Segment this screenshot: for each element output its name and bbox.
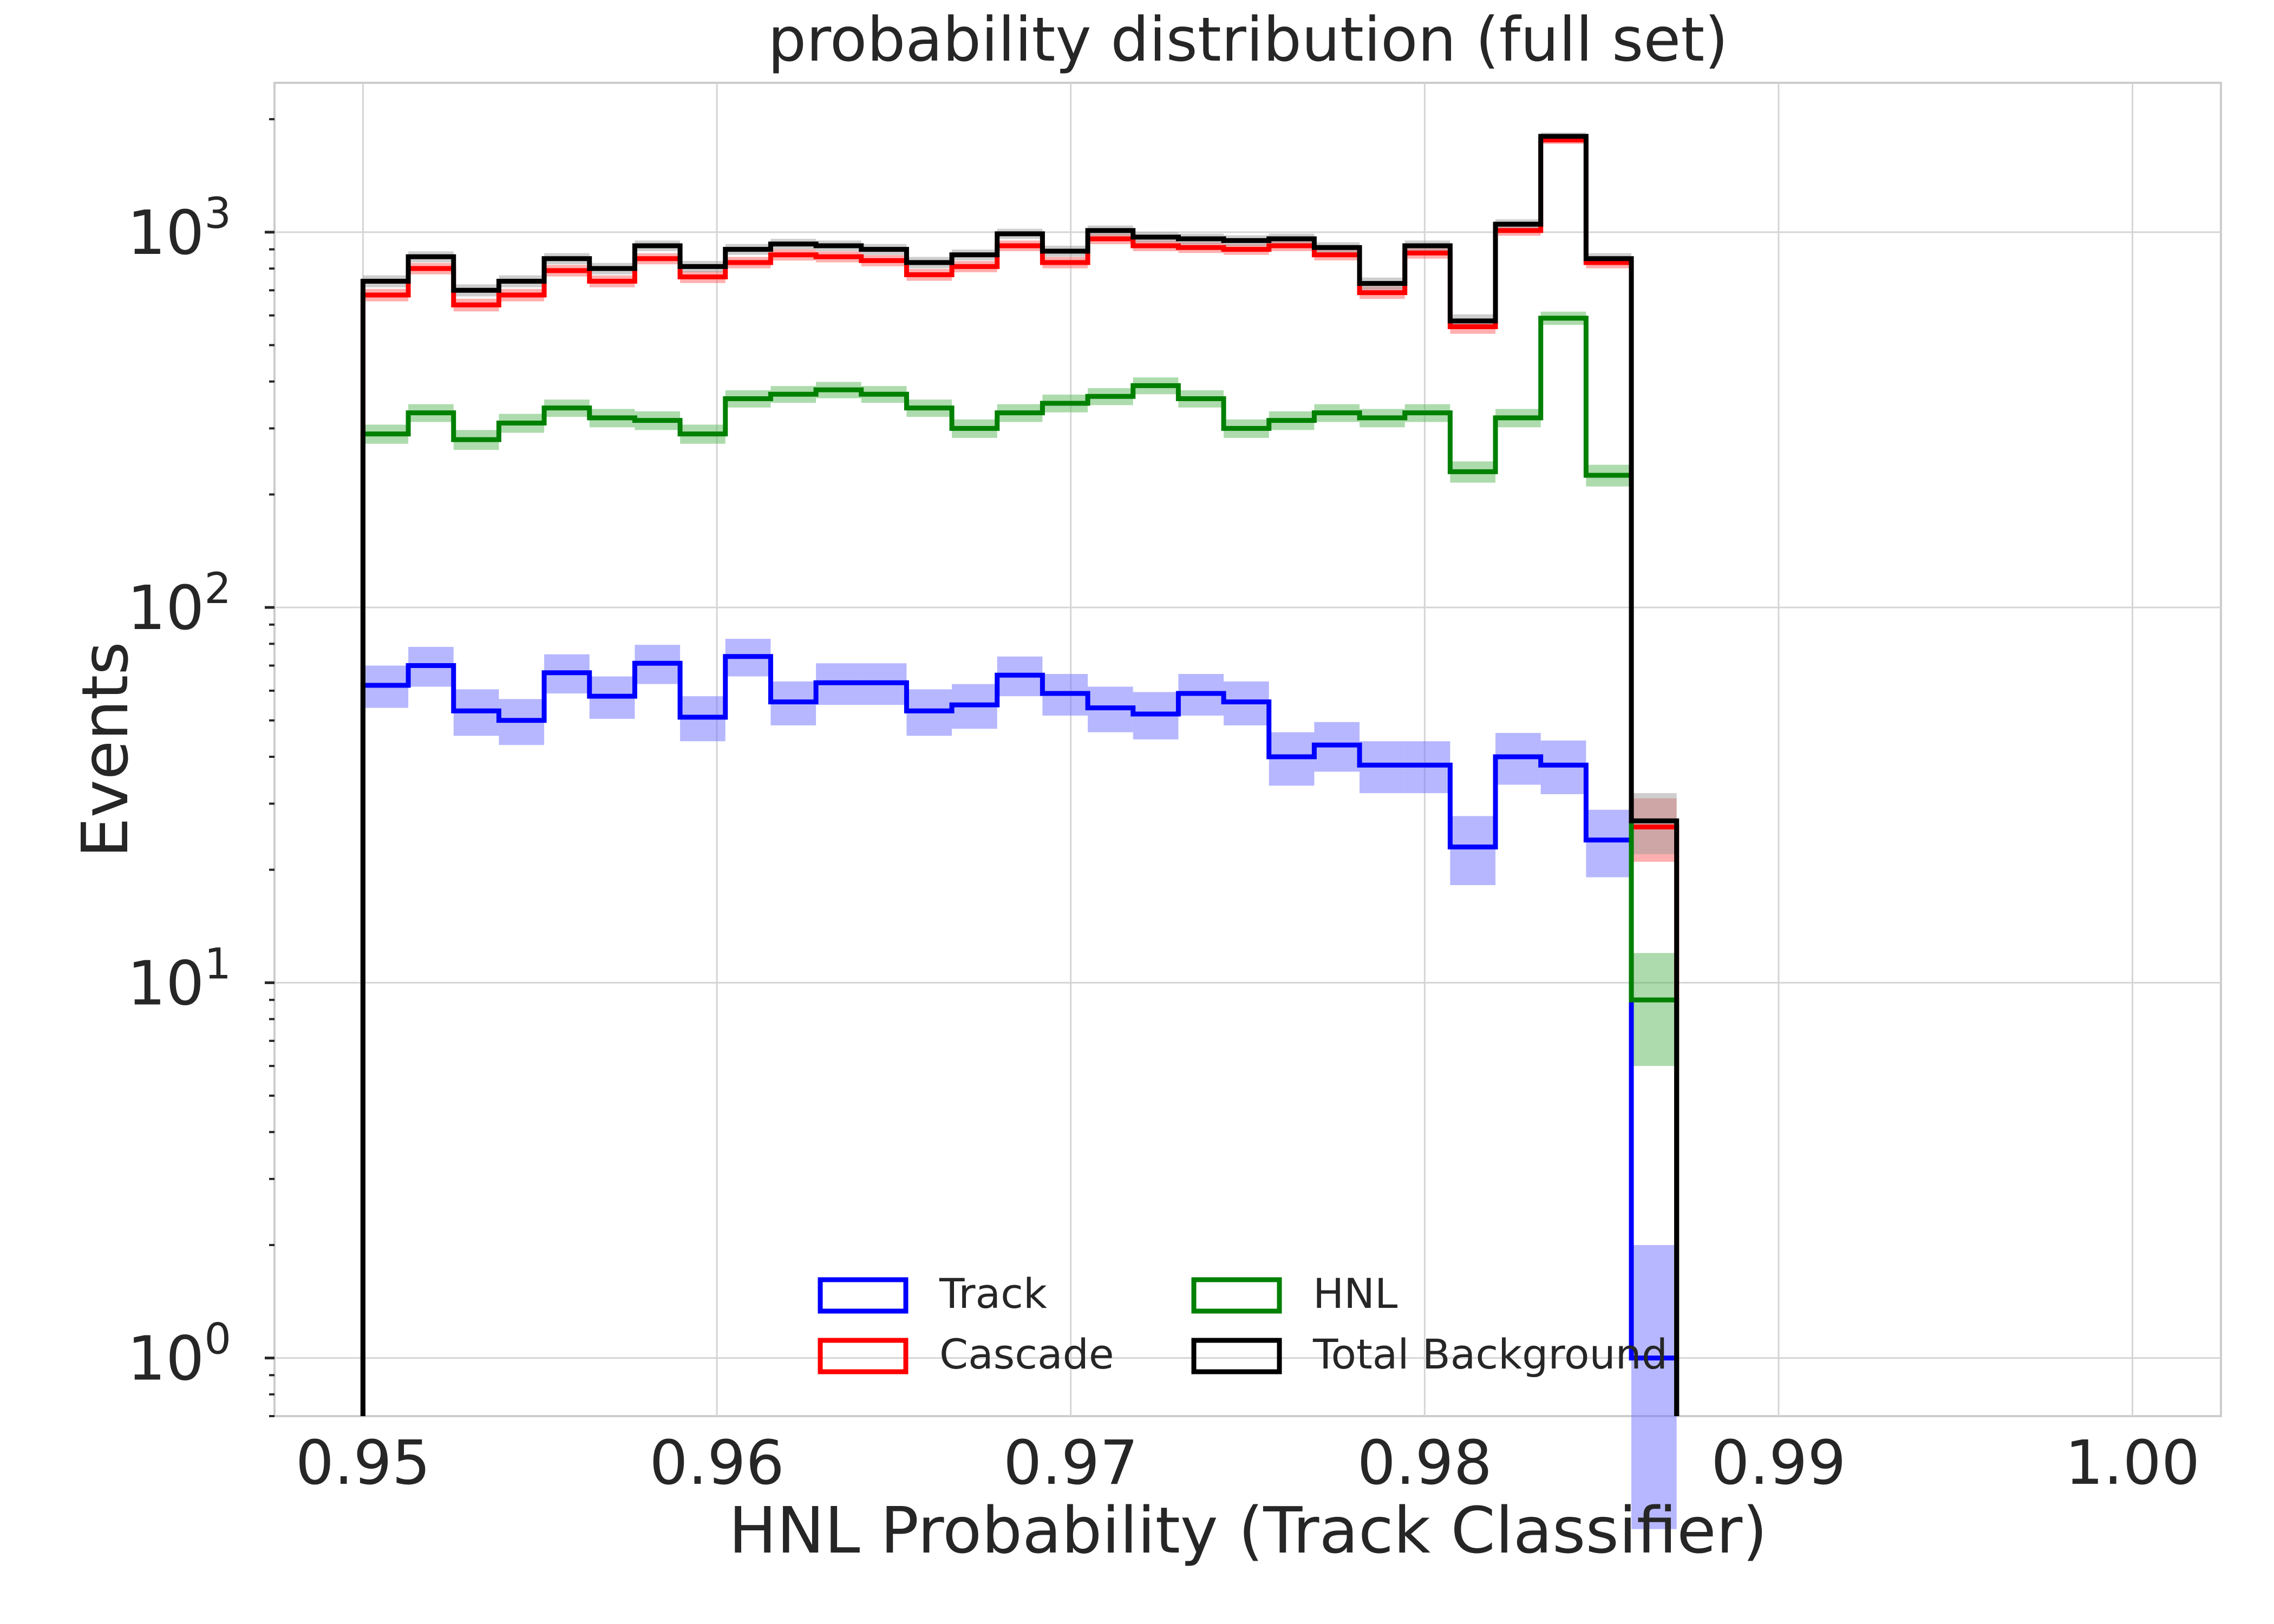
y-tick-label: 103 [127,189,231,269]
legend-swatch-hnl [1191,1277,1282,1314]
y-axis-ticks: 100 101 102 103 [127,118,275,1417]
cascade-step-line [360,137,1680,1416]
plot-frame [273,82,2222,1417]
chart-title: probability distribution (full set) [768,5,1728,75]
x-axis-ticks: 0.95 0.96 0.97 0.98 0.99 1.00 [296,1428,2200,1498]
legend-swatch-cascade [818,1338,909,1374]
plot-area [273,82,2222,1529]
total-background-step-line [360,134,1680,1416]
legend-label-track: Track [939,1269,1047,1318]
x-tick-label: 1.00 [2065,1428,2200,1498]
legend-swatch-total-background [1191,1338,1282,1374]
x-tick-label: 0.97 [1003,1428,1138,1498]
hnl-error-band [1631,953,1677,1066]
track-error-band [1450,816,1496,886]
series-lines [360,134,1680,1416]
legend: Track Cascade HNL Total Background [818,1269,1668,1378]
total-background-error-band [1631,793,1677,854]
y-tick-label: 101 [127,940,231,1019]
track-step-line [360,654,1680,1416]
legend-label-hnl: HNL [1313,1269,1397,1318]
x-axis-label: HNL Probability (Track Classifier) [729,1493,1768,1568]
x-tick-label: 0.98 [1357,1428,1492,1498]
track-error-band [1631,1245,1677,1529]
x-tick-label: 0.96 [649,1428,784,1498]
legend-label-total-background: Total Background [1312,1330,1668,1378]
y-tick-label: 102 [127,565,231,644]
y-tick-label: 100 [127,1315,231,1394]
legend-label-cascade: Cascade [939,1330,1114,1378]
track-error-band [1586,809,1632,878]
hnl-step-line [360,316,1680,1416]
y-axis-label: Events [68,641,142,858]
x-tick-label: 0.95 [296,1428,430,1498]
legend-swatch-track [818,1277,909,1314]
x-tick-label: 0.99 [1711,1428,1846,1498]
